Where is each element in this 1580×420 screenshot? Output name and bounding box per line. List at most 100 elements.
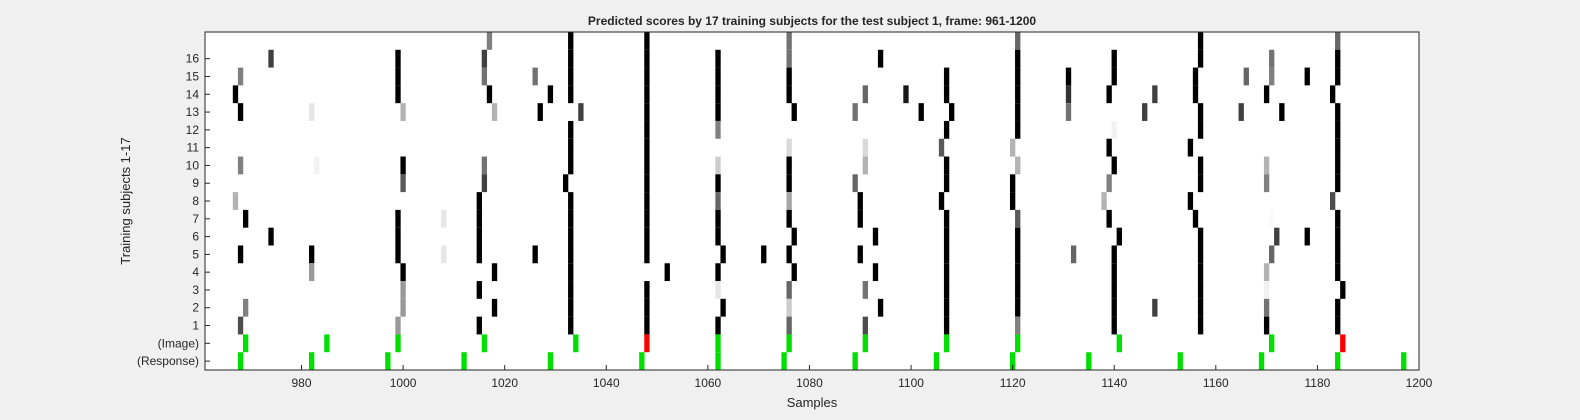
score-cell-subject-15 — [1269, 67, 1275, 86]
score-cell-subject-8 — [715, 192, 721, 210]
score-cell-subject-7 — [786, 209, 792, 228]
score-cell-subject-14 — [486, 85, 493, 104]
score-cell-subject-1 — [237, 316, 244, 335]
score-cell-subject-14 — [862, 85, 868, 104]
score-cell-subject-16 — [786, 49, 792, 68]
score-cell-subject-12 — [715, 120, 721, 139]
score-cell-subject-5 — [644, 245, 650, 264]
y-tick-label: 15 — [186, 69, 200, 83]
score-cell-subject-5 — [1015, 245, 1021, 264]
score-cell-subject-5 — [568, 245, 574, 264]
score-cell-subject-8 — [786, 192, 792, 210]
score-cell-subject-13 — [1238, 103, 1244, 121]
score-cell-subject-16 — [1015, 49, 1021, 68]
score-cell-subject-3 — [1197, 281, 1204, 299]
score-cell-subject-9 — [1335, 174, 1341, 193]
score-cell-subject-6 — [268, 227, 274, 246]
score-cell-subject-12 — [1197, 120, 1204, 139]
score-cell-subject-12 — [644, 120, 650, 139]
score-cell-subject-5 — [395, 245, 401, 264]
score-cell-subject-9 — [481, 174, 488, 193]
score-cell-subject-4 — [309, 263, 315, 282]
score-cell-subject-17 — [1015, 32, 1021, 50]
score-cell-subject-15 — [715, 67, 721, 86]
score-cell-subject-7 — [395, 209, 401, 228]
score-cell-subject-4 — [1263, 263, 1270, 282]
response-cell — [1258, 352, 1265, 370]
score-cell-subject-9 — [644, 174, 650, 193]
score-cell-subject-1 — [943, 316, 950, 335]
score-cell-subject-11 — [938, 138, 945, 157]
score-cell-subject-16 — [568, 49, 574, 68]
score-cell-subject-15 — [1243, 67, 1249, 86]
score-cell-subject-4 — [1015, 263, 1021, 282]
score-cell-subject-13 — [791, 103, 797, 121]
score-cell-subject-14 — [1263, 85, 1270, 104]
score-cell-subject-13 — [1279, 103, 1285, 121]
y-tick-label: 6 — [192, 230, 199, 244]
score-cell-subject-2 — [720, 298, 726, 317]
score-cell-subject-15 — [943, 67, 950, 86]
score-cell-subject-14 — [1329, 85, 1336, 104]
score-cell-subject-4 — [568, 263, 574, 282]
score-cell-subject-2 — [786, 298, 792, 317]
x-tick-label: 1140 — [1101, 376, 1127, 390]
score-cell-subject-6 — [1116, 227, 1122, 246]
x-tick-label: 1100 — [898, 376, 924, 390]
score-cell-subject-8 — [938, 192, 945, 210]
score-cell-subject-6 — [1274, 227, 1280, 246]
score-cell-subject-12 — [568, 120, 574, 139]
score-cell-subject-5 — [441, 245, 447, 264]
score-cell-subject-4 — [791, 263, 797, 282]
score-cell-subject-10 — [644, 156, 650, 175]
response-cell — [461, 352, 467, 370]
score-cell-subject-7 — [1015, 209, 1021, 228]
score-cell-subject-10 — [400, 156, 406, 175]
score-cell-subject-6 — [395, 227, 401, 246]
score-cell-subject-10 — [237, 156, 244, 175]
y-tick-label: (Response) — [137, 354, 199, 368]
score-cell-subject-7 — [1269, 209, 1275, 228]
response-cell — [715, 352, 721, 370]
y-tick-label: 11 — [187, 141, 200, 155]
score-cell-subject-4 — [1197, 263, 1204, 282]
score-cell-subject-5 — [943, 245, 950, 264]
score-cell-subject-11 — [1106, 138, 1112, 157]
score-cell-subject-13 — [1065, 103, 1072, 121]
score-cell-subject-16 — [395, 49, 401, 68]
score-cell-subject-16 — [644, 49, 650, 68]
score-cell-subject-3 — [786, 281, 792, 299]
response-cell — [237, 352, 244, 370]
score-cell-subject-7 — [943, 209, 950, 228]
score-cell-subject-17 — [786, 32, 792, 50]
score-cell-subject-13 — [309, 103, 315, 121]
score-cell-subject-13 — [491, 103, 498, 121]
score-cell-subject-5 — [720, 245, 726, 264]
score-cell-subject-15 — [568, 67, 574, 86]
score-cell-subject-15 — [237, 67, 244, 86]
score-cell-subject-4 — [664, 263, 670, 282]
score-cell-subject-10 — [314, 156, 320, 175]
score-cell-subject-16 — [715, 49, 721, 68]
score-cell-subject-5 — [1111, 245, 1117, 264]
y-tick-label: 1 — [192, 319, 199, 333]
score-cell-subject-6 — [476, 227, 482, 246]
score-cell-subject-5 — [1197, 245, 1204, 264]
score-cell-subject-11 — [1187, 138, 1194, 157]
score-cell-subject-6 — [943, 227, 950, 246]
score-cell-subject-14 — [943, 85, 950, 104]
score-cell-subject-17 — [486, 32, 493, 50]
score-cell-subject-2 — [943, 298, 950, 317]
score-cell-subject-4 — [400, 263, 406, 282]
score-cell-subject-11 — [862, 138, 868, 157]
score-cell-subject-13 — [1197, 103, 1204, 121]
score-cell-subject-15 — [1335, 67, 1341, 86]
score-cell-subject-7 — [1106, 209, 1112, 228]
y-tick-label: 8 — [192, 194, 199, 208]
score-cell-subject-13 — [715, 103, 721, 121]
score-cell-subject-12 — [943, 120, 950, 139]
response-cell — [1177, 352, 1183, 370]
score-cell-subject-15 — [1111, 67, 1117, 86]
